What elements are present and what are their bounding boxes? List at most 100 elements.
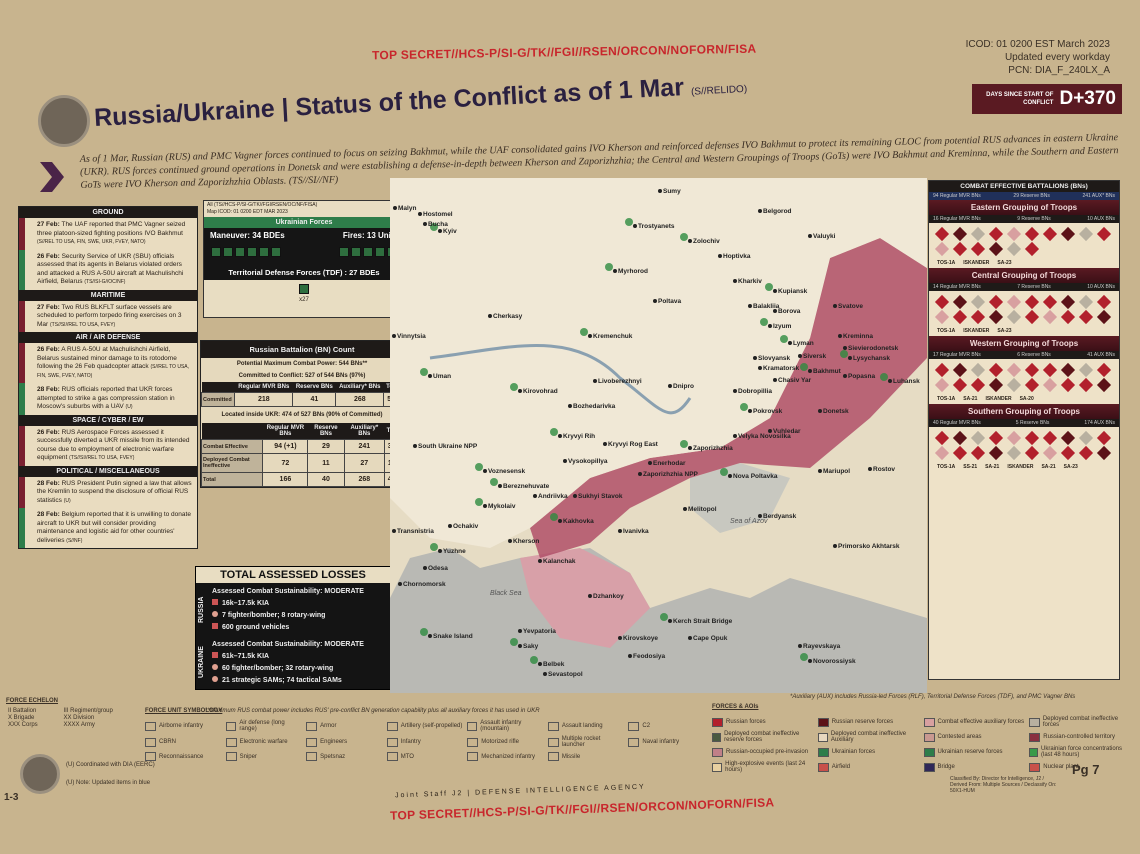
system-label: ISKANDER — [963, 260, 990, 266]
event-date: 28 Feb: — [37, 386, 60, 393]
ukraine-controlled-territory — [390, 178, 927, 548]
unit-label: Airborne infantry — [159, 723, 204, 729]
count: 16 Regular MVR BNs — [933, 216, 981, 222]
event-source: (TS//SI//REL TO USA, FVEY) — [69, 455, 135, 461]
losses-title: TOTAL ASSESSED LOSSES — [196, 567, 390, 583]
city-marker: Chasiv Yar — [773, 377, 812, 384]
loss-line: 60 fighter/bomber; 32 rotary-wing — [208, 662, 368, 674]
located-line: Located inside UKR: 474 of 527 BNs (90% … — [221, 412, 383, 418]
city-marker: Kalanchak — [538, 558, 576, 565]
cell: 218 — [234, 392, 294, 407]
city-label: Siversk — [803, 353, 827, 360]
column-header: Regular MVR BNs — [262, 423, 308, 440]
cell: 29 — [307, 439, 345, 454]
event-source: (U) — [125, 404, 133, 410]
unit-label: Assault landing — [561, 723, 603, 729]
city-dot — [423, 222, 427, 226]
city-label: Vuhledar — [773, 428, 801, 435]
city-label: Cape Opuk — [693, 635, 728, 642]
unit-symbol-icon — [225, 721, 237, 731]
city-dot — [773, 309, 777, 313]
event-item: 27 Feb: The UAF reported that PMC Vagner… — [19, 218, 197, 250]
city-dot — [648, 461, 652, 465]
event-date: 26 Feb: — [37, 252, 60, 260]
city-label: Sumy — [663, 188, 681, 195]
unit-symbol-icon — [547, 721, 559, 731]
table-row: Total16640268474 — [200, 472, 403, 487]
sustainability: Assessed Combat Sustainability: MODERATE — [212, 641, 364, 648]
city-label: Melitopol — [688, 506, 717, 513]
section-header: POLITICAL / MISCELLANEOUS — [19, 465, 197, 477]
city-dot — [888, 379, 892, 383]
unit-symbol-icon — [467, 721, 478, 731]
russian-unit-icon — [970, 294, 986, 310]
city-marker: Enerhodar — [648, 460, 686, 467]
city-marker: Ochakiv — [448, 523, 479, 530]
count: 9 Reserve BNs — [1017, 216, 1051, 222]
unit-symbol-icon — [145, 752, 156, 761]
city-label: Bucha — [428, 221, 448, 228]
city-dot — [773, 289, 777, 293]
russian-unit-icon — [1042, 226, 1058, 242]
title-marking: (S//RELIDO) — [690, 83, 748, 98]
russian-unit-icon — [970, 430, 986, 446]
city-label: Pokrovsk — [753, 408, 783, 415]
city-dot — [558, 519, 562, 523]
event-item: 28 Feb: RUS President Putin signed a law… — [19, 476, 197, 508]
chevron-icon — [40, 162, 64, 192]
unit-symbol-item: Infantry — [386, 736, 464, 748]
city-dot — [628, 654, 632, 658]
city-label: Berdyansk — [763, 513, 797, 520]
legend-swatch-icon — [817, 762, 829, 772]
force-legend-item: Deployed combat ineffective forces — [1029, 716, 1132, 728]
days-since-start-box: DAYS SINCE START OF CONFLICT D+370 — [972, 84, 1122, 114]
unit-label: Spetsnaz — [320, 753, 346, 760]
ukr-forces-title: Ukrainian Forces — [204, 217, 404, 228]
city-label: Chornomorsk — [403, 581, 446, 588]
city-label: Enerhodar — [653, 460, 686, 467]
city-marker: Kirovskoye — [618, 635, 658, 642]
unit-label: Sniper — [239, 753, 257, 760]
russian-unit-icon — [934, 241, 950, 257]
side-label: RUSSIA — [198, 596, 205, 623]
russian-controlled-territory — [530, 238, 927, 558]
city-marker: Sevastopol — [543, 671, 583, 678]
bn-title: Russian Battalion (BN) Count — [201, 341, 403, 358]
cell: Total — [200, 472, 264, 487]
unit-symbol-icon — [225, 737, 237, 747]
city-dot — [518, 644, 522, 648]
city-marker: Bucha — [423, 221, 448, 228]
unit-symbol-item: CBRN — [145, 736, 222, 748]
city-marker: Saky — [518, 643, 539, 650]
city-marker: Slovyansk — [753, 355, 791, 362]
map-icod: Map ICOD: 01 0200 EDT MAR 2023 — [207, 209, 288, 215]
page-number: 1-3 — [4, 792, 19, 803]
ukraine-force-concentration — [510, 383, 518, 391]
russian-unit-icon — [988, 226, 1004, 242]
crimea-occupied — [520, 548, 650, 648]
city-marker: Malyn — [393, 205, 416, 212]
city-dot — [683, 507, 687, 511]
russian-unit-icon — [970, 241, 986, 257]
icod: ICOD: 01 0200 EST March 2023 — [965, 39, 1110, 50]
city-dot — [588, 594, 592, 598]
event-text: Security Service of UKR (SBU) officials … — [37, 252, 184, 286]
section-header: GROUND — [19, 207, 197, 218]
cell: 72 — [262, 453, 309, 473]
unit-symbols — [204, 243, 404, 265]
legend-swatch-icon — [923, 732, 935, 742]
unit-symbol-item: Assault landing — [547, 720, 625, 732]
city-marker: Hoptivka — [718, 253, 751, 260]
event-date: 26 Feb: — [37, 346, 60, 353]
event-date: 28 Feb: — [37, 479, 60, 487]
russian-unit-icon — [1006, 445, 1022, 461]
unit-label: MTO — [400, 753, 414, 760]
city-label: Nova Poltavka — [733, 473, 778, 480]
echelon-item: XXXX Army — [63, 722, 95, 728]
city-label: Svatove — [838, 303, 863, 310]
city-dot — [558, 434, 562, 438]
city-label: Kupiansk — [778, 288, 808, 295]
unit-symbol-icon — [306, 752, 318, 761]
city-marker: Kerch Strait Bridge — [668, 618, 733, 625]
unit-grid — [929, 427, 1119, 464]
